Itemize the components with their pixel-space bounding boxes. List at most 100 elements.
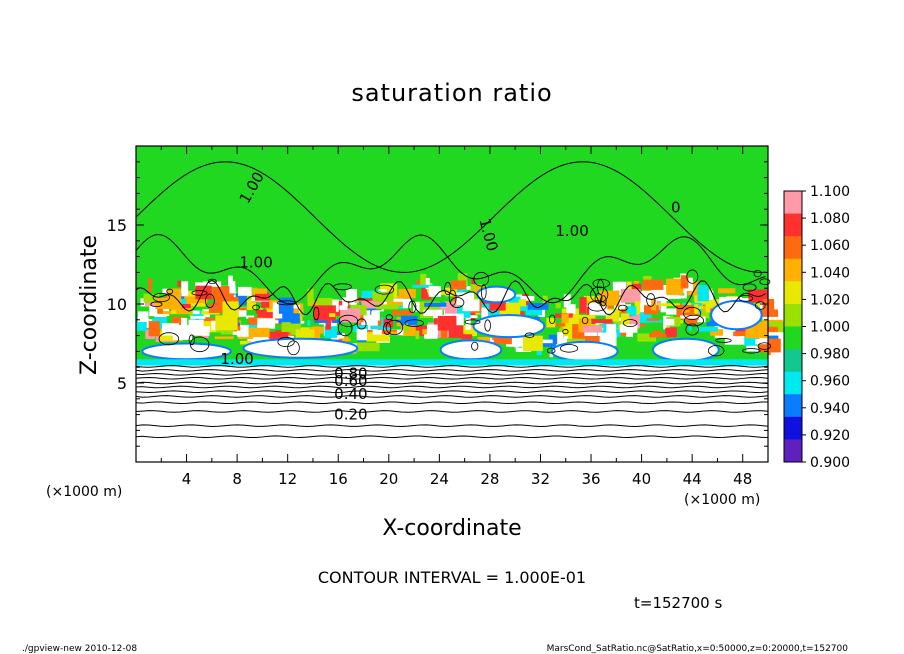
field-cell (572, 323, 582, 339)
field-cell (148, 277, 152, 292)
field-cell (564, 336, 568, 341)
field-cell (456, 292, 474, 306)
field-cell (746, 341, 758, 352)
field-cell (492, 336, 500, 340)
field-cell (489, 301, 506, 311)
contour-label: 1.00 (220, 350, 253, 368)
field-cell (579, 297, 587, 314)
field-cell (232, 296, 239, 303)
x-axis-label: X-coordinate (382, 516, 521, 541)
field-cell (246, 315, 255, 319)
field-cell (366, 332, 390, 342)
field-cell (143, 293, 160, 303)
contour-line (135, 373, 769, 376)
field-cell (307, 288, 314, 305)
field-cell (233, 293, 251, 306)
field-cell (680, 275, 689, 289)
contour-ring (166, 288, 174, 295)
field-cell (155, 297, 177, 310)
field-cell (647, 320, 662, 323)
colorbar-swatch (784, 416, 802, 440)
field-cell (317, 298, 333, 309)
contour-ring (287, 340, 300, 356)
field-cell (714, 325, 733, 338)
field-cell (400, 324, 416, 336)
contour-ring (448, 289, 457, 306)
field-cell (331, 333, 345, 344)
contour-ring (444, 281, 452, 296)
field-cell (619, 324, 638, 333)
field-cell (361, 290, 381, 299)
field-cell (257, 318, 276, 329)
field-cell (338, 338, 351, 341)
field-cell (203, 321, 217, 333)
field-cell (298, 320, 305, 324)
field-cell (665, 308, 678, 315)
contour-ring (374, 284, 395, 295)
contour-ring (473, 271, 490, 287)
field-cell (626, 306, 637, 316)
field-cell (222, 301, 239, 318)
contour-label: 1.00 (239, 254, 272, 272)
colorbar-swatch (784, 303, 802, 327)
field-cell (546, 317, 556, 328)
footer-right: MarsCond_SatRatio.nc@SatRatio,x=0:50000,… (547, 644, 849, 654)
field-cell (457, 273, 468, 287)
colorbar-label: 1.080 (810, 211, 850, 227)
contour-ring (559, 344, 579, 353)
footer-left: ./gpview-new 2010-12-08 (22, 644, 137, 654)
cloud-blob (710, 299, 763, 331)
cloud-blob (550, 340, 619, 362)
contour-ring (356, 318, 367, 330)
cloud-blob (141, 342, 232, 361)
field-cell (192, 310, 200, 315)
blue-strip (136, 359, 768, 366)
contour-ring (683, 314, 704, 327)
contour-ring (757, 342, 772, 350)
field-cell (710, 329, 724, 336)
field-cell (733, 331, 753, 337)
field-cell (642, 279, 664, 290)
contour-ring (191, 290, 208, 296)
field-cell (424, 332, 438, 339)
colorbar-swatch (784, 349, 802, 373)
colorbar-label: 0.900 (810, 455, 850, 471)
field-cell (424, 302, 447, 307)
field-cell (665, 318, 675, 326)
field-cell (462, 299, 480, 312)
field-cell (546, 323, 566, 327)
z-tick-label: 15 (107, 216, 127, 235)
contour-line (135, 376, 769, 380)
field-cell (527, 303, 549, 310)
field-cell (356, 328, 367, 341)
x-tick-label: 4 (182, 470, 192, 488)
field-cell (202, 281, 222, 287)
x-tick-label: 48 (733, 470, 752, 488)
contour-ring (383, 322, 392, 335)
field-cell (548, 334, 561, 345)
field-cell (157, 311, 174, 315)
x-tick-label: 36 (581, 470, 600, 488)
field-cell (272, 302, 283, 319)
field-cell (269, 331, 289, 342)
field-cell (445, 287, 457, 297)
field-cell (162, 323, 180, 336)
field-cell (255, 293, 270, 301)
field-cell (140, 319, 156, 328)
field-cell (450, 280, 466, 290)
cloud-blob (476, 285, 517, 304)
contour-ring (480, 284, 487, 300)
field-cell (171, 316, 186, 327)
field-cell (697, 285, 709, 302)
contour-ring (484, 319, 491, 332)
field-cell (336, 332, 342, 335)
x-unit-right: (×1000 m) (684, 492, 760, 508)
colorbar-swatch (784, 281, 802, 305)
field-cell (159, 331, 183, 341)
field-cell (658, 303, 680, 307)
contour-ring (759, 278, 771, 285)
field-cell (390, 331, 398, 335)
contour-ring (385, 314, 393, 321)
colorbar-label: 1.020 (810, 292, 850, 308)
